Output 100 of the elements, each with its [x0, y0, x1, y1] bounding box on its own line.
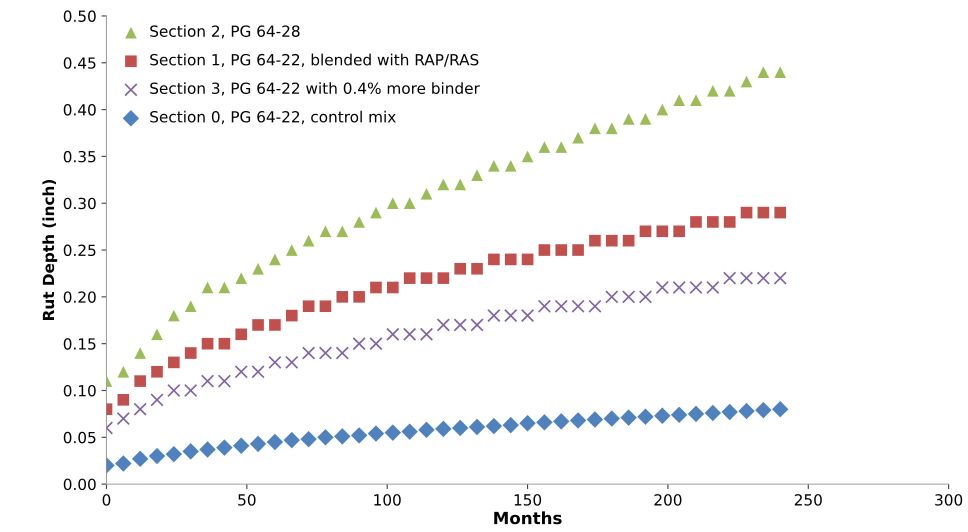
point [250, 436, 266, 452]
point [758, 66, 770, 78]
point [300, 430, 317, 448]
x-axis-title: Months [494, 511, 562, 524]
point [320, 226, 332, 238]
point [522, 150, 534, 162]
point [740, 206, 752, 218]
point [350, 427, 368, 444]
point [202, 282, 214, 294]
point [774, 206, 786, 218]
point [269, 254, 281, 266]
point [572, 244, 584, 256]
point [166, 446, 182, 462]
point [740, 271, 754, 285]
y-tick-label: 0.25 [64, 244, 96, 256]
point [302, 300, 314, 312]
point [673, 226, 685, 238]
x-tick-label: 300 [935, 494, 962, 506]
point [707, 216, 719, 228]
point [317, 429, 334, 446]
point [436, 318, 450, 332]
point [134, 402, 147, 416]
point [536, 414, 553, 431]
point [218, 338, 230, 350]
point [638, 290, 652, 304]
point [318, 346, 332, 360]
point [622, 290, 636, 304]
point [471, 262, 483, 275]
point [134, 375, 146, 387]
point [704, 404, 722, 422]
point [656, 104, 668, 116]
point [268, 356, 282, 370]
point [252, 262, 264, 275]
point [571, 300, 585, 313]
point [336, 291, 348, 303]
point [370, 206, 382, 218]
point [555, 244, 568, 256]
legend-label: Section 2, PG 64-28 [150, 25, 300, 39]
point [438, 178, 450, 190]
point [538, 300, 552, 313]
y-tick-label: 0.30 [64, 198, 96, 210]
point [654, 408, 671, 424]
point [656, 280, 669, 294]
point [182, 443, 199, 460]
point [724, 85, 736, 97]
point [284, 432, 300, 448]
point [118, 366, 130, 378]
point [302, 234, 314, 246]
point [336, 226, 348, 238]
point [386, 328, 400, 341]
point [504, 254, 517, 266]
legend-label: Section 3, PG 64-22 with 0.4% more binder [150, 82, 480, 96]
point [586, 411, 604, 428]
y-tick-label: 0.05 [64, 432, 96, 444]
point [151, 366, 163, 378]
point [605, 290, 618, 304]
point [755, 402, 772, 418]
point [622, 234, 634, 246]
point [336, 346, 349, 360]
point [401, 423, 418, 440]
point [690, 216, 702, 228]
point [404, 197, 416, 210]
point [740, 76, 752, 88]
point [418, 422, 435, 438]
point [572, 132, 584, 144]
point [471, 169, 483, 181]
point [553, 413, 570, 430]
point [488, 254, 500, 266]
point [672, 280, 686, 294]
point [184, 300, 197, 312]
y-tick-label: 0.45 [64, 57, 96, 69]
point [218, 282, 230, 294]
point [435, 420, 452, 438]
point [452, 420, 468, 436]
y-axis-title: Rut Depth (inch) [42, 180, 58, 320]
point [640, 226, 652, 238]
point [184, 384, 198, 398]
point [370, 282, 382, 294]
point [486, 418, 502, 434]
y-tick-label: 0.20 [64, 291, 96, 303]
point [637, 408, 654, 425]
point [707, 85, 719, 97]
point [522, 254, 534, 266]
point [454, 178, 466, 190]
point [151, 328, 163, 340]
point [519, 415, 536, 432]
point [235, 328, 248, 340]
point [470, 318, 484, 332]
point [252, 319, 264, 331]
point [134, 347, 146, 359]
point [167, 384, 180, 398]
point [570, 412, 586, 429]
point [589, 122, 601, 134]
point [502, 416, 519, 434]
point [218, 374, 232, 388]
point [118, 394, 130, 406]
point [148, 448, 166, 464]
point [233, 438, 250, 454]
point [554, 300, 568, 313]
point [251, 365, 265, 378]
